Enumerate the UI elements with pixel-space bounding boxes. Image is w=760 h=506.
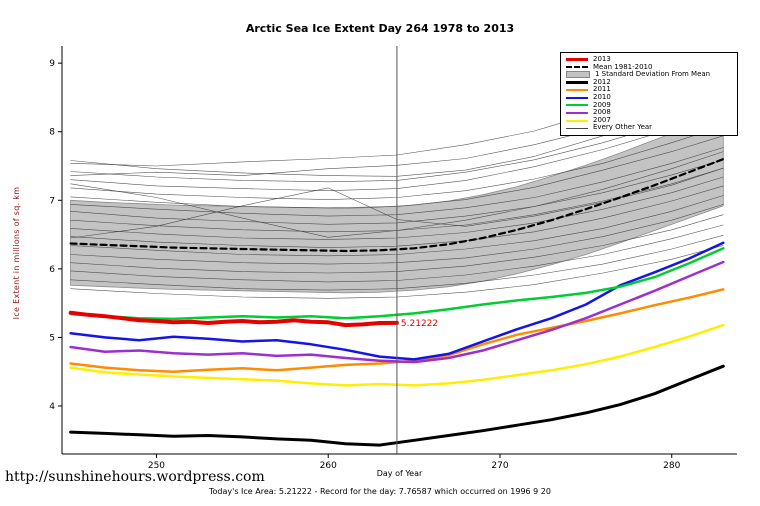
legend-label: 2009 — [593, 100, 611, 109]
legend-item-every-other-year: Every Other Year — [566, 124, 733, 132]
background-year-line — [70, 135, 724, 209]
background-year-line — [70, 151, 724, 238]
x-tick-label: 260 — [320, 461, 337, 471]
background-year-line — [70, 125, 724, 200]
background-year-line — [70, 245, 724, 299]
y-tick-label: 8 — [49, 128, 55, 138]
legend-label: 2007 — [593, 115, 611, 124]
x-tick-label: 270 — [491, 461, 508, 471]
legend-label: 2008 — [593, 108, 611, 117]
legend-item-mean-1981-2010: Mean 1981-2010 — [566, 62, 733, 72]
background-year-line — [70, 195, 724, 257]
site-url-text: http://sunshinehours.wordpress.com — [5, 469, 265, 485]
background-year-line — [70, 185, 724, 248]
x-axis-label: Day of Year — [376, 469, 423, 478]
x-tick-label: 280 — [663, 461, 680, 471]
chart-title: Arctic Sea Ice Extent Day 264 1978 to 20… — [245, 22, 515, 35]
legend-swatch — [566, 71, 590, 79]
legend-swatch — [566, 81, 588, 85]
y-tick-label: 5 — [49, 333, 55, 343]
background-year-line — [70, 224, 724, 283]
legend-label: 2010 — [593, 92, 611, 101]
legend-label: 2012 — [593, 77, 611, 86]
legend: 2013 Mean 1981-2010 1 Standard Deviation F… — [560, 52, 738, 136]
background-year-line — [70, 235, 724, 291]
y-tick-label: 4 — [49, 402, 55, 412]
legend-swatch — [566, 89, 588, 92]
background-year-line — [70, 204, 724, 265]
todays-value-annotation: 5.21222 — [401, 319, 438, 329]
legend-swatch — [566, 119, 588, 122]
legend-swatch — [566, 96, 588, 99]
legend-item-2007: 2007 — [566, 115, 733, 125]
legend-swatch — [566, 127, 588, 129]
legend-item-2011: 2011 — [566, 86, 733, 94]
legend-item-2012: 2012 — [566, 77, 733, 87]
legend-label: 2013 — [593, 55, 611, 63]
legend-swatch — [566, 66, 588, 69]
series-2013 — [68, 310, 399, 328]
legend-label: Mean 1981-2010 — [593, 62, 653, 71]
y-tick-label: 6 — [49, 265, 55, 275]
background-year-line — [70, 214, 724, 274]
legend-label: 2011 — [593, 85, 611, 94]
legend-label: 1 Standard Deviation From Mean — [595, 70, 711, 79]
y-tick-label: 7 — [49, 196, 55, 206]
x-tick-label: 250 — [148, 461, 165, 471]
y-tick-label: 9 — [49, 59, 55, 69]
background-year-line — [70, 167, 724, 239]
legend-swatch — [566, 111, 588, 114]
legend-item-1-standard-deviation-from-mean: 1 Standard Deviation From Mean — [566, 71, 733, 79]
background-year-line — [70, 176, 724, 240]
legend-item-2010: 2010 — [566, 92, 733, 102]
background-year-line — [70, 112, 724, 191]
legend-swatch — [566, 104, 588, 107]
background-year-line — [70, 159, 724, 225]
legend-item-2008: 2008 — [566, 109, 733, 117]
legend-label: Every Other Year — [593, 123, 653, 132]
y-axis-label: Ice Extent in millions of sq. km — [12, 186, 21, 320]
background-year-line — [70, 147, 724, 217]
legend-item-2013: 2013 — [566, 55, 733, 64]
legend-item-2009: 2009 — [566, 100, 733, 110]
footer-note: Today's Ice Area: 5.21222 - Record for t… — [208, 487, 551, 496]
legend-swatch — [566, 58, 588, 62]
